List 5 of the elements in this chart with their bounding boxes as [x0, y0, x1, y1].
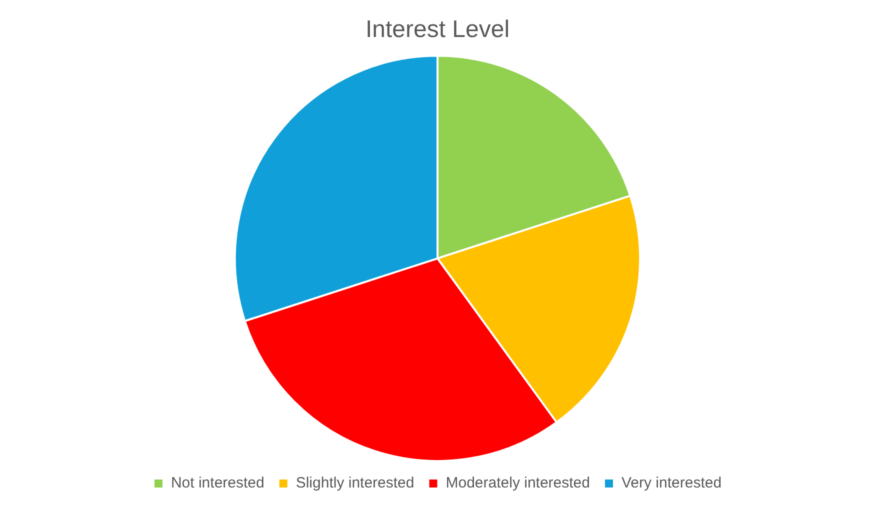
legend-label: Not interested: [170, 474, 264, 492]
legend-label: Moderately interested: [446, 474, 590, 492]
chart-title: Interest Level: [365, 16, 510, 44]
legend-label: Slightly interested: [296, 474, 414, 492]
legend-label: Very interested: [621, 474, 722, 492]
